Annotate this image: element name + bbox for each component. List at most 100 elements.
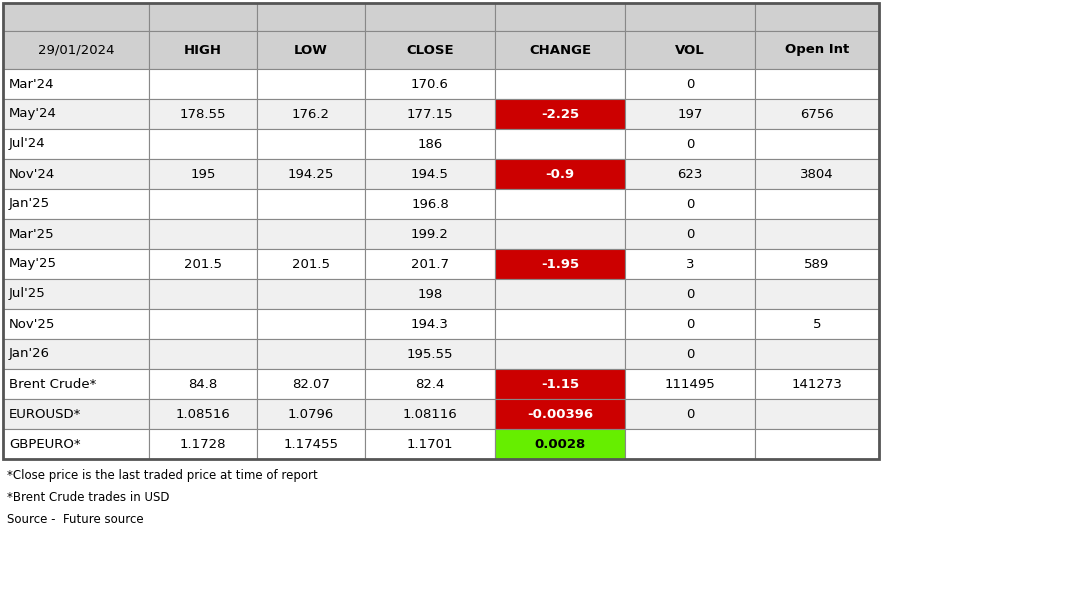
Text: Jul'25: Jul'25 [9,287,45,301]
Text: 1.1701: 1.1701 [407,437,453,451]
Bar [625,249,755,279]
Bar [149,339,257,369]
Text: -2.25: -2.25 [541,107,579,121]
Bar [3,369,149,399]
Bar [625,429,755,459]
Text: -1.15: -1.15 [541,377,579,391]
Text: 194.25: 194.25 [288,167,334,181]
Text: 201.5: 201.5 [292,257,330,271]
Text: 170.6: 170.6 [411,77,449,91]
Bar [257,219,365,249]
Text: Source -  Future source: Source - Future source [6,513,144,526]
Bar [755,189,879,219]
Bar [625,309,755,339]
Bar [365,339,495,369]
Text: 186: 186 [418,137,442,151]
Bar [3,159,149,189]
Bar [3,129,149,159]
Bar [365,399,495,429]
Text: 1.1728: 1.1728 [180,437,227,451]
Bar [495,31,625,69]
Text: 1.17455: 1.17455 [284,437,339,451]
Bar [495,129,625,159]
Bar [149,309,257,339]
Bar [755,69,879,99]
Bar [365,69,495,99]
Text: LOW: LOW [295,43,328,56]
Bar [3,309,149,339]
Text: Nov'25: Nov'25 [9,317,55,331]
Bar [149,219,257,249]
Text: 0: 0 [686,287,694,301]
Text: Brent Crude*: Brent Crude* [9,377,96,391]
Bar [257,69,365,99]
Bar [149,69,257,99]
Bar [495,159,625,189]
Bar [365,279,495,309]
Bar [257,309,365,339]
Bar [365,249,495,279]
Bar [365,3,495,31]
Bar [149,249,257,279]
Text: 1.0796: 1.0796 [288,407,334,421]
Bar [3,69,149,99]
Bar [625,339,755,369]
Bar [3,31,149,69]
Text: Jan'25: Jan'25 [9,197,50,211]
Text: 3804: 3804 [801,167,834,181]
Bar [149,129,257,159]
Bar [625,69,755,99]
Text: *Close price is the last traded price at time of report: *Close price is the last traded price at… [6,469,317,482]
Text: 201.5: 201.5 [185,257,222,271]
Bar [755,369,879,399]
Text: 6756: 6756 [801,107,834,121]
Bar [365,99,495,129]
Bar [3,99,149,129]
Bar [257,99,365,129]
Bar [495,99,625,129]
Bar [755,99,879,129]
Bar [755,279,879,309]
Bar [625,159,755,189]
Bar [365,189,495,219]
Text: 1.08116: 1.08116 [402,407,457,421]
Text: Jul'24: Jul'24 [9,137,45,151]
Text: 623: 623 [678,167,702,181]
Bar [495,249,625,279]
Text: 0: 0 [686,347,694,361]
Text: Mar'25: Mar'25 [9,227,55,241]
Text: 195.55: 195.55 [407,347,453,361]
Bar [365,219,495,249]
Bar [755,219,879,249]
Bar [257,339,365,369]
Bar [625,129,755,159]
Bar [3,189,149,219]
Text: May'24: May'24 [9,107,57,121]
Text: HIGH: HIGH [185,43,222,56]
Text: 0: 0 [686,197,694,211]
Bar [3,399,149,429]
Text: 5: 5 [812,317,821,331]
Text: 82.4: 82.4 [415,377,445,391]
Text: -0.00396: -0.00396 [527,407,593,421]
Bar [495,339,625,369]
Bar [755,399,879,429]
Bar [149,159,257,189]
Bar [257,31,365,69]
Bar [625,369,755,399]
Bar [755,159,879,189]
Text: 197: 197 [678,107,702,121]
Text: Jan'26: Jan'26 [9,347,50,361]
Text: 176.2: 176.2 [292,107,330,121]
Text: -0.9: -0.9 [546,167,574,181]
Bar [755,339,879,369]
Text: 201.7: 201.7 [411,257,449,271]
Text: 1.08516: 1.08516 [176,407,231,421]
Text: 0: 0 [686,137,694,151]
Bar [365,31,495,69]
Text: 82.07: 82.07 [292,377,330,391]
Bar [365,429,495,459]
Text: Nov'24: Nov'24 [9,167,55,181]
Bar [3,429,149,459]
Text: Open Int: Open Int [784,43,849,56]
